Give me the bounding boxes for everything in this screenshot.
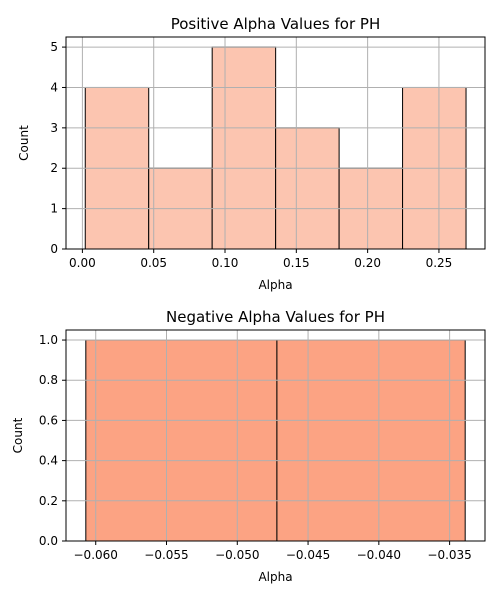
x-tick-label: −0.045	[286, 548, 330, 562]
chart-title: Negative Alpha Values for PH	[166, 308, 385, 326]
y-tick-label: 0	[50, 242, 58, 256]
y-tick-label: 2	[50, 161, 58, 175]
x-tick-label: 0.05	[140, 256, 167, 270]
x-tick-label: 0.20	[354, 256, 381, 270]
x-tick-label: −0.050	[215, 548, 259, 562]
axes-frame	[65, 36, 486, 250]
y-tick-label: 3	[50, 121, 58, 135]
y-tick-label: 0.2	[39, 494, 58, 508]
x-axis-label: Alpha	[258, 570, 292, 584]
y-tick-label: 1.0	[39, 333, 58, 347]
x-tick-label: 0.25	[426, 256, 453, 270]
x-tick-label: −0.035	[427, 548, 471, 562]
chart-title: Positive Alpha Values for PH	[171, 15, 381, 33]
y-tick-label: 1	[50, 202, 58, 216]
y-axis-label: Count	[17, 125, 31, 161]
x-tick-label: 0.10	[212, 256, 239, 270]
x-axis-label: Alpha	[258, 278, 292, 292]
y-axis-label: Count	[11, 417, 25, 453]
y-tick-label: 0.6	[39, 413, 58, 427]
y-tick-label: 0.4	[39, 454, 58, 468]
histogram-bar	[85, 339, 278, 542]
x-tick-label: −0.055	[144, 548, 188, 562]
y-tick-label: 4	[50, 80, 58, 94]
y-tick-label: 0.0	[39, 534, 58, 548]
y-tick-label: 0.8	[39, 373, 58, 387]
x-tick-label: −0.040	[357, 548, 401, 562]
axes-frame	[65, 329, 486, 542]
histogram-bar	[211, 46, 277, 250]
x-tick-label: 0.00	[69, 256, 96, 270]
chart-panel-2: −0.060 −0.055 −0.050 −0.045 −0.040 −0.035 0.0 0…	[11, 308, 486, 584]
y-tick-label: 5	[50, 40, 58, 54]
histogram-bar	[276, 339, 466, 542]
chart-panel-1: 0.00 0.05 0.10 0.15 0.20 0.25 0 1 2 3 4 5 Positive A…	[17, 15, 486, 292]
histogram-bar	[275, 127, 340, 250]
x-tick-label: −0.060	[74, 548, 118, 562]
x-tick-label: 0.15	[283, 256, 310, 270]
